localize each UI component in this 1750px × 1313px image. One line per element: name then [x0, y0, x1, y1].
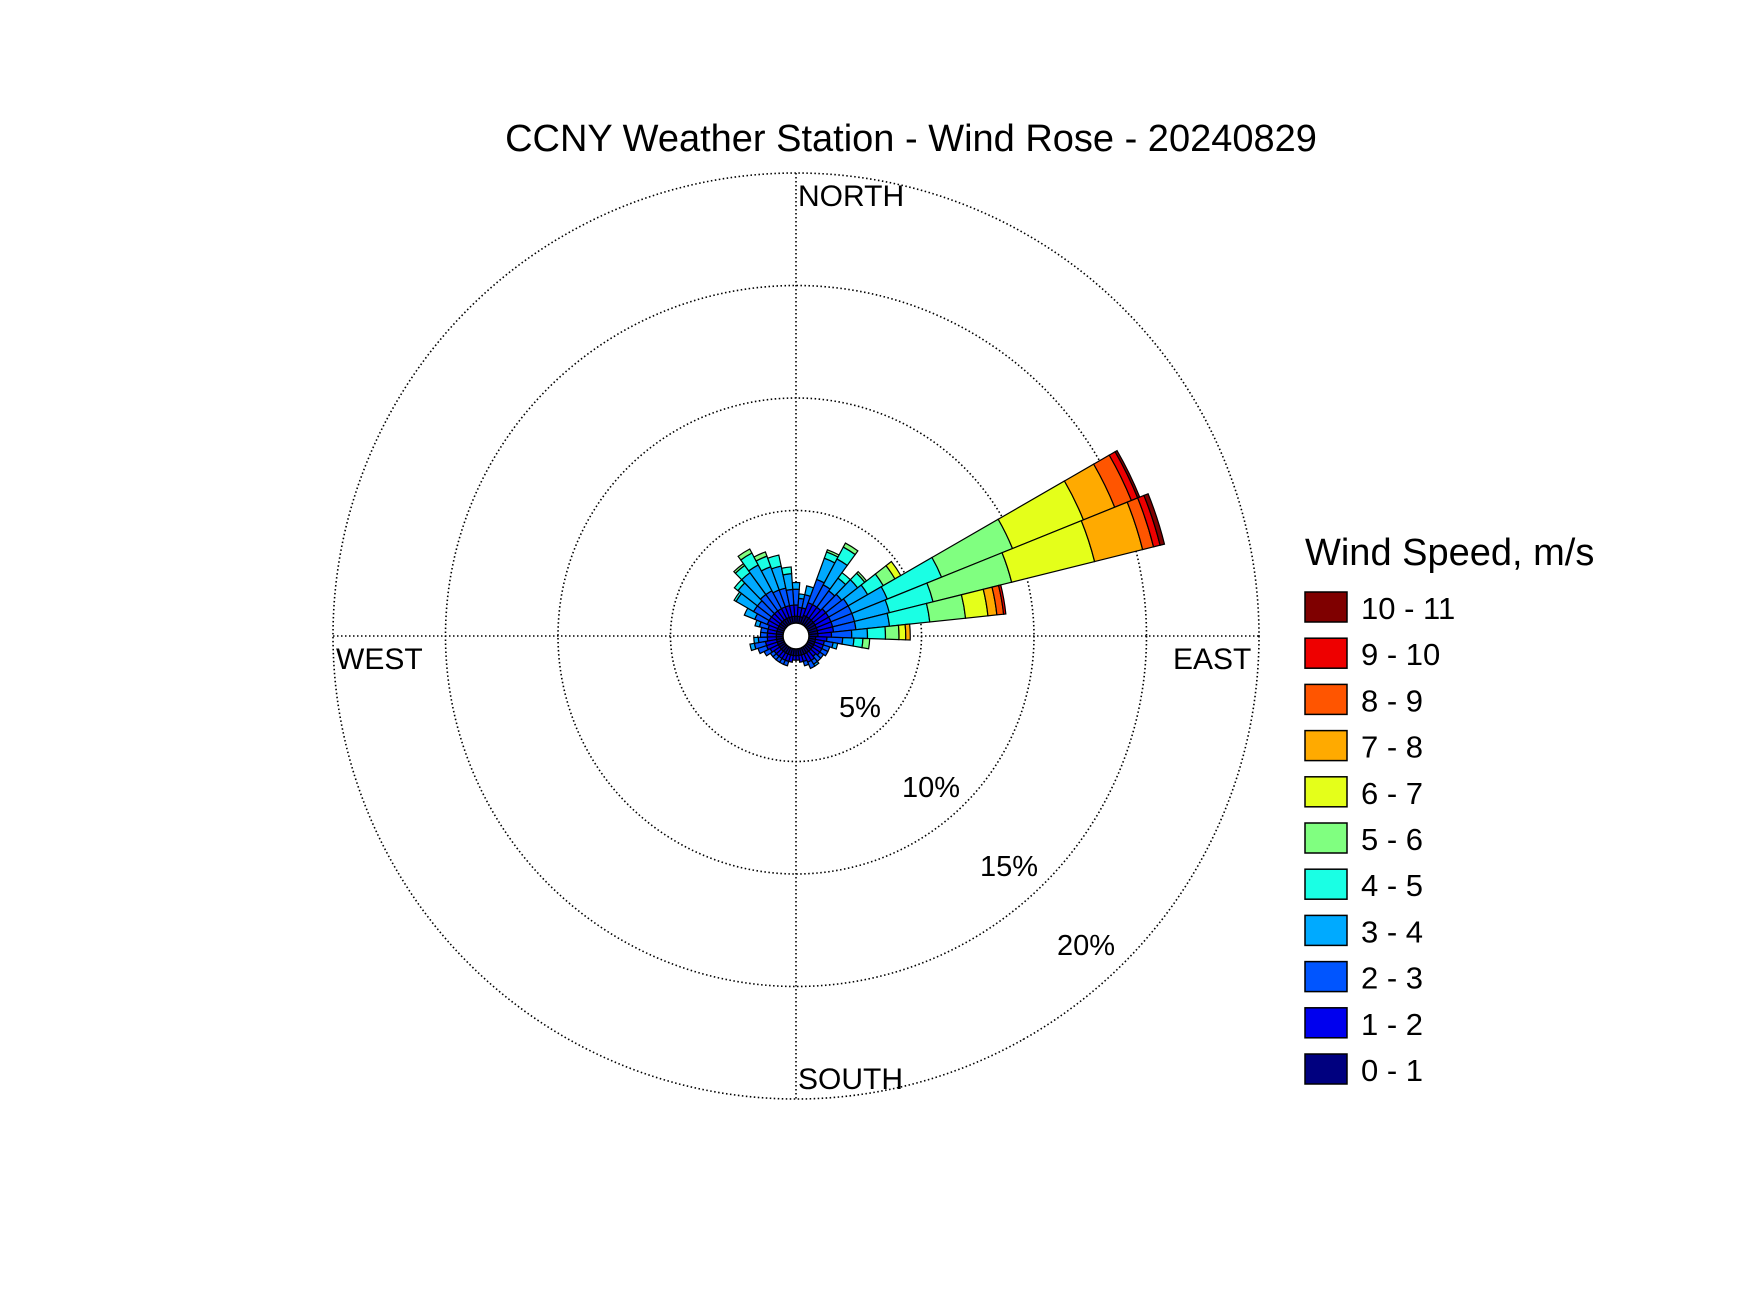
legend-swatch-0 [1304, 591, 1348, 623]
ring-label-10: 10% [902, 772, 960, 804]
legend-label-2: 8 - 9 [1361, 683, 1423, 718]
legend-swatch-5 [1304, 822, 1348, 854]
petal-segment-dir336-bin5 [753, 551, 768, 562]
petal-segment-dir0-bin3 [791, 581, 801, 591]
petal-segment-dir104-bin3 [831, 641, 839, 650]
legend-swatch-8 [1304, 960, 1348, 993]
legend-label-5: 5 - 6 [1361, 822, 1423, 857]
legend-swatch-9 [1304, 1007, 1348, 1039]
petal-segment-dir96-bin4 [852, 637, 864, 649]
legend-label-4: 6 - 7 [1361, 776, 1423, 811]
calm-center [782, 622, 810, 650]
petal-segment-dir152-bin2 [806, 659, 816, 670]
legend-label-3: 7 - 8 [1361, 730, 1423, 765]
petal-segment-dir88-bin7 [904, 623, 911, 641]
legend-label-9: 1 - 2 [1361, 1007, 1423, 1042]
legend-swatch-1 [1304, 637, 1348, 669]
petal-segment-dir160-bin2 [802, 659, 810, 667]
petal-segment-dir264-bin3 [753, 636, 760, 645]
legend-swatch-3 [1304, 729, 1348, 762]
legend-swatch-7 [1304, 914, 1348, 947]
legend-swatch-6 [1304, 868, 1348, 900]
legend-swatch-2 [1304, 683, 1348, 716]
direction-label-south: SOUTH [798, 1063, 903, 1096]
polar-grid [332, 172, 1260, 1100]
petal-segment-dir32-bin5 [842, 542, 859, 556]
legend-label-1: 9 - 10 [1361, 637, 1440, 672]
legend-title: Wind Speed, m/s [1305, 532, 1594, 574]
petal-segment-dir88-bin3 [850, 627, 869, 640]
petal-segment-dir120-bin2 [819, 647, 829, 657]
petal-segment-dir96-bin3 [841, 637, 855, 647]
petal-segment-dir88-bin4 [866, 625, 887, 640]
petal-segment-dir344-bin4 [766, 554, 782, 570]
legend-label-10: 0 - 1 [1361, 1053, 1423, 1088]
legend-label-8: 2 - 3 [1361, 961, 1423, 996]
petal-segment-dir88-bin5 [884, 624, 900, 641]
legend-swatch-4 [1304, 776, 1348, 808]
petal-segment-dir96-bin5 [861, 637, 871, 650]
petal-segment-dir72-bin10 [1143, 492, 1166, 546]
wind-petals [732, 449, 1166, 670]
legend-label-0: 10 - 11 [1361, 591, 1455, 626]
petal-segment-dir80-bin9 [997, 584, 1007, 615]
ring-label-5: 5% [839, 692, 881, 724]
legend-swatch-10 [1304, 1053, 1348, 1085]
chart-title: CCNY Weather Station - Wind Rose - 20240… [505, 118, 1317, 160]
direction-label-north: NORTH [798, 180, 904, 213]
ring-label-20: 20% [1057, 930, 1115, 962]
petal-segment-dir352-bin4 [780, 566, 793, 576]
ring-label-15: 15% [980, 851, 1038, 883]
legend-label-6: 4 - 5 [1361, 868, 1423, 903]
legend-label-7: 3 - 4 [1361, 914, 1423, 949]
direction-label-west: WEST [336, 643, 423, 676]
petal-segment-dir256-bin3 [749, 642, 757, 652]
petal-segment-dir88-bin6 [897, 623, 907, 641]
legend: Wind Speed, m/s 10 - 11 9 - 10 8 - 9 7 - 8 6… [1304, 532, 1594, 1088]
petal-segment-dir328-bin5 [737, 548, 753, 561]
direction-label-east: EAST [1173, 643, 1251, 676]
petal-segment-dir264-bin2 [757, 636, 769, 644]
legend-items: 10 - 11 9 - 10 8 - 9 7 - 8 6 - 7 5 - 6 4 - 5 3 … [1304, 591, 1455, 1088]
